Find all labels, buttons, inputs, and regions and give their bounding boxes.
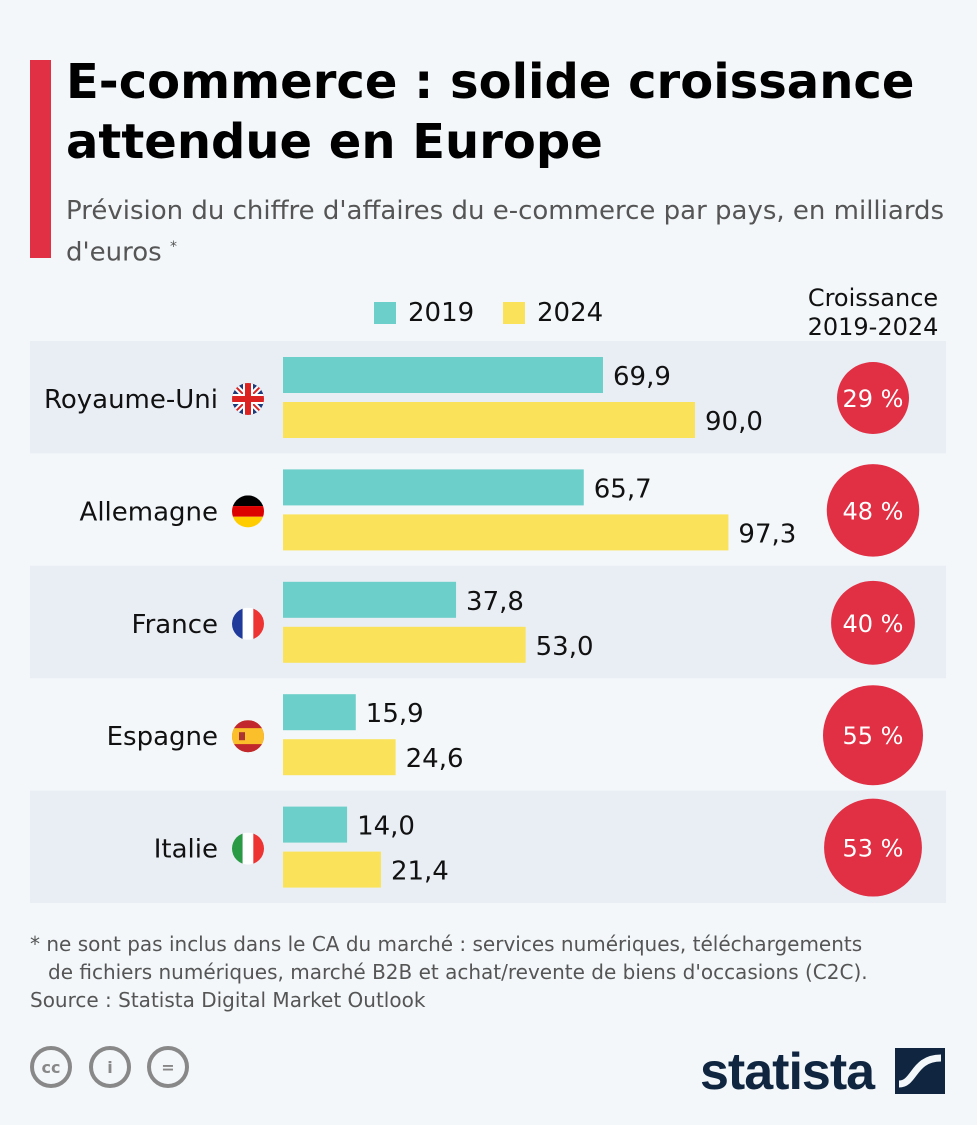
category-label: France — [132, 610, 218, 640]
no-derivatives-icon[interactable]: = — [147, 1046, 189, 1088]
category-label: Espagne — [107, 722, 218, 752]
value-label: 24,6 — [406, 744, 464, 774]
legend-2024: 2024 — [503, 298, 603, 328]
legend-label-2019: 2019 — [408, 298, 475, 328]
statista-logo-mark-icon — [895, 1048, 945, 1094]
growth-label: 53 % — [843, 835, 904, 863]
growth-circle — [824, 798, 922, 897]
value-label: 90,0 — [705, 407, 763, 437]
footnote-line2: de fichiers numériques, marché B2B et ac… — [48, 960, 868, 984]
bar-2024 — [283, 402, 695, 438]
bar-2024 — [283, 739, 396, 776]
bar-2019 — [283, 581, 457, 618]
italy-flag-icon — [232, 832, 264, 865]
growth-label: 40 % — [843, 610, 904, 638]
bar-2019 — [283, 357, 603, 393]
value-label: 15,9 — [366, 699, 424, 729]
bar-2019 — [283, 469, 584, 506]
uk-flag-icon — [232, 383, 264, 415]
growth-label: 55 % — [843, 722, 904, 750]
category-label: Allemagne — [80, 497, 218, 527]
growth-label: 48 % — [843, 497, 904, 525]
legend-swatch-2019 — [374, 302, 396, 324]
bar-2024 — [283, 626, 526, 663]
legend-swatch-2024 — [503, 302, 525, 324]
value-label: 53,0 — [536, 632, 594, 662]
france-flag-icon — [232, 607, 264, 640]
category-label: Italie — [154, 835, 218, 865]
cc-icon[interactable]: cc — [30, 1046, 72, 1088]
footnote-line1: * ne sont pas inclus dans le CA du march… — [30, 932, 863, 956]
growth-circle — [831, 580, 915, 665]
subtitle: Prévision du chiffre d'affaires du e-com… — [66, 193, 966, 271]
value-label: 97,3 — [738, 519, 796, 549]
accent-bar — [30, 60, 51, 258]
subtitle-text: Prévision du chiffre d'affaires du e-com… — [66, 196, 945, 268]
growth-header-line2: 2019-2024 — [807, 313, 939, 341]
growth-header-line1: Croissance — [807, 284, 939, 312]
value-label: 21,4 — [391, 857, 449, 887]
growth-circle — [837, 362, 909, 434]
value-label: 69,9 — [613, 362, 671, 392]
bar-2019 — [283, 806, 348, 843]
page-title: E-commerce : solide croissance attendue … — [66, 54, 915, 170]
growth-header: Croissance 2019-2024 — [790, 284, 956, 342]
legend-label-2024: 2024 — [537, 298, 604, 328]
legend-2019: 2019 — [374, 298, 474, 328]
value-label: 14,0 — [357, 812, 415, 842]
row-band — [30, 790, 946, 903]
statista-logo[interactable]: statista — [700, 1043, 875, 1101]
bar-2024 — [283, 514, 729, 551]
source: Source : Statista Digital Market Outlook — [30, 988, 426, 1012]
spain-flag-icon — [232, 720, 264, 753]
growth-label: 29 % — [843, 385, 904, 413]
value-label: 37,8 — [466, 587, 524, 617]
growth-circle — [826, 464, 920, 557]
footnote-mark: * — [169, 239, 177, 255]
bar-2024 — [283, 851, 381, 888]
value-label: 65,7 — [594, 474, 652, 504]
germany-flag-icon — [232, 495, 264, 528]
attribution-icon[interactable]: i — [89, 1046, 131, 1088]
bar-2019 — [283, 694, 356, 731]
category-label: Royaume-Uni — [44, 385, 218, 415]
footer-notes: * ne sont pas inclus dans le CA du march… — [30, 930, 868, 1014]
growth-circle — [823, 685, 923, 786]
